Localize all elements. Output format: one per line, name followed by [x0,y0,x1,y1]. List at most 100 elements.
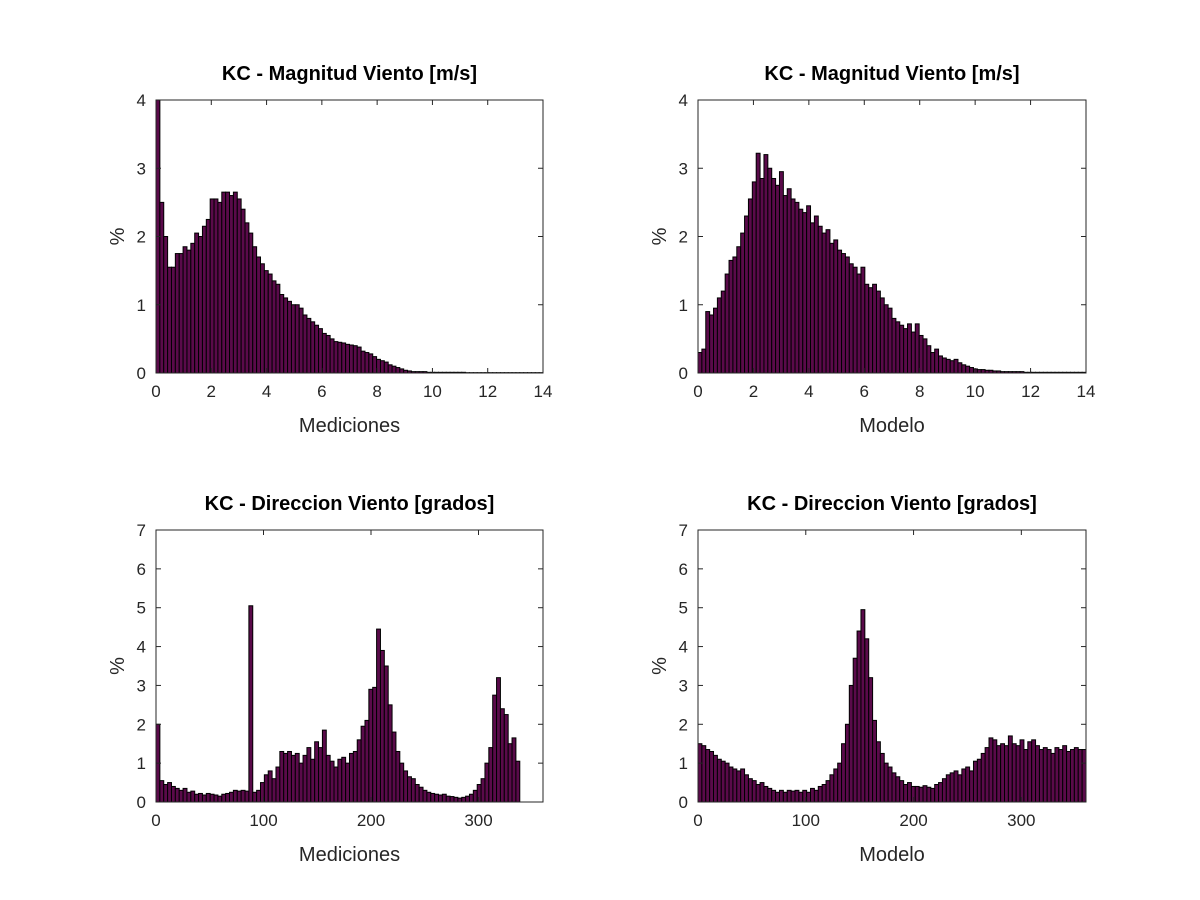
bar [860,609,866,803]
bar [283,297,289,374]
bar [938,782,943,803]
bar [910,331,916,374]
bar [767,787,773,803]
bar [786,789,792,803]
y-tick-label: 1 [137,296,146,315]
y-axis-label: % [107,227,129,245]
x-tick-label: 200 [357,811,385,830]
bar [395,750,401,803]
bar [953,358,959,374]
bar [953,770,959,803]
bar [229,195,234,374]
bar [934,348,940,374]
bar [364,719,370,803]
bar [751,780,757,803]
bar [720,290,726,374]
bar [213,198,219,374]
bar [472,789,478,803]
bar [1050,752,1056,803]
bar [515,760,521,803]
bar [961,768,967,803]
bar [182,787,188,803]
y-tick-label: 0 [679,364,688,383]
bar [480,778,486,803]
y-tick-label: 5 [679,599,688,618]
bar [918,786,924,803]
bar [972,760,978,803]
bar [399,368,405,374]
bar [302,314,308,374]
bar [825,229,831,374]
bars [155,99,544,374]
bar [256,789,261,803]
bar [325,754,331,803]
axes-box [697,529,1087,803]
bar [252,791,258,803]
bar [236,198,242,374]
bar [790,790,796,803]
bar [174,787,180,803]
bar [744,215,749,374]
bar [349,344,354,374]
bar [852,266,858,374]
bar [891,317,897,374]
bar [225,792,231,803]
bar [1069,749,1075,803]
bar [763,154,769,374]
bar [170,785,176,803]
bar [298,762,304,803]
y-tick-label: 0 [679,793,688,812]
bar [763,785,769,803]
y-axis-label: % [107,657,129,675]
bar [372,686,378,803]
bar [314,741,320,803]
bar [794,201,800,374]
bars [697,152,1087,374]
bar [713,307,718,374]
bar [306,317,312,374]
bar [891,772,897,803]
bar [468,793,474,803]
bar [883,304,889,374]
bar [778,171,784,374]
x-axis-label: Modelo [859,844,925,866]
bar [740,232,746,374]
bar [341,756,347,803]
bar [229,791,234,803]
bar [356,739,362,803]
bar [829,774,835,803]
bar [414,784,420,803]
bar [887,766,893,803]
bar [969,367,974,374]
bar [767,167,773,374]
bar [287,750,292,803]
bar [318,328,323,374]
bar [705,749,711,803]
bar [321,332,327,374]
x-tick-label: 2 [207,382,216,401]
bar [302,754,308,803]
bar [290,304,296,374]
bar [1035,745,1040,803]
bar [383,361,389,374]
bar [980,369,986,374]
bar [732,256,738,374]
bar [724,762,730,803]
bar [391,731,397,803]
x-axis-label: Mediciones [299,844,400,866]
axes-box [155,529,544,803]
bar [713,754,718,803]
bar [759,177,765,374]
bar [492,694,498,803]
bar [817,225,823,374]
y-tick-label: 1 [679,754,688,773]
y-tick-label: 5 [137,599,146,618]
bar [163,784,169,803]
bar [802,212,808,374]
bar [903,328,909,374]
bar [771,789,777,803]
bar [240,789,246,803]
bar [461,796,467,803]
bar [248,605,254,803]
